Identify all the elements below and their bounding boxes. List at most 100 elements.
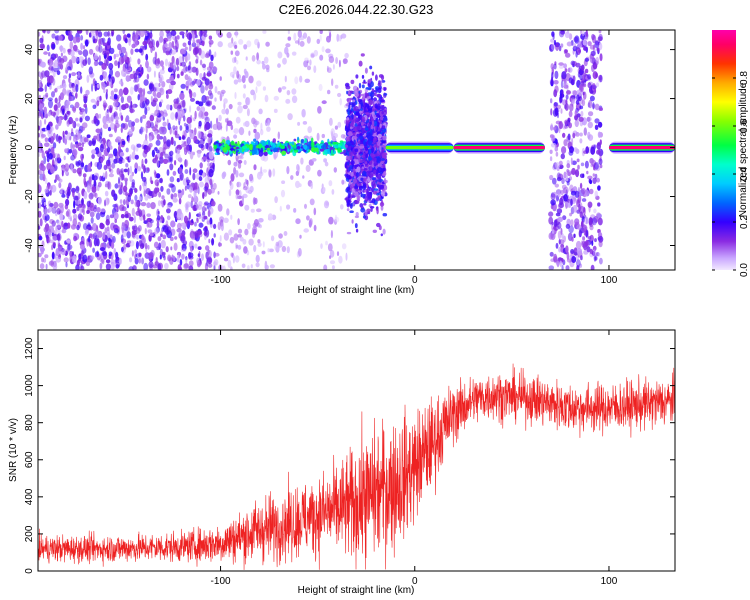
spectrogram-cell	[71, 255, 77, 263]
spectrogram-cell	[186, 53, 191, 61]
spectrogram-carrier	[609, 146, 675, 150]
spectrogram-cell	[176, 35, 180, 40]
spectrogram-cell	[381, 140, 386, 144]
spectrogram-cell	[123, 243, 127, 250]
spectrogram-cell	[226, 31, 232, 39]
spectrogram-cell	[178, 198, 182, 205]
spectrogram-cell	[148, 83, 153, 90]
spectrogram-cell	[321, 46, 325, 53]
spectrogram-cell	[558, 62, 564, 66]
spectrogram-cell	[345, 85, 351, 90]
spectrogram-cell	[351, 107, 354, 112]
spectrogram-cell	[198, 176, 203, 182]
spectrogram-cell	[576, 224, 582, 230]
spectrogram-cell	[128, 128, 133, 135]
spectrogram-cell	[158, 242, 162, 250]
spectrogram-cell	[561, 184, 567, 190]
spectrogram-cell	[252, 226, 258, 234]
spectrogram-cell	[571, 256, 575, 263]
spectrogram-x-tick-label: 100	[601, 275, 618, 286]
spectrogram-cell	[89, 211, 95, 218]
spectrogram-cell	[281, 180, 286, 184]
spectrogram-cell	[571, 236, 574, 242]
spectrogram-cell	[554, 107, 559, 116]
spectrogram-cell	[195, 67, 199, 77]
spectrogram-cell	[230, 124, 234, 131]
spectrogram-cell	[297, 136, 300, 141]
spectrogram-cell	[174, 211, 177, 219]
spectrogram-cell	[550, 98, 553, 104]
spectrogram-cell	[82, 254, 88, 263]
spectrogram-cell	[52, 78, 56, 86]
spectrogram-cell	[354, 223, 358, 229]
spectrogram-cell	[71, 72, 77, 77]
spectrogram-cell	[113, 88, 118, 93]
spectrogram-cell	[371, 181, 376, 187]
spectrogram-cell	[570, 198, 573, 206]
spectrogram-cell	[100, 259, 104, 263]
spectrogram-cell	[284, 75, 287, 83]
spectrogram-cell	[158, 71, 161, 79]
spectrogram-cell	[182, 99, 186, 109]
spectrogram-cell	[586, 116, 592, 122]
spectrogram-cell	[265, 41, 270, 47]
spectrogram-cell	[188, 252, 194, 258]
spectrogram-cell	[347, 131, 353, 136]
spectrogram-cell	[360, 193, 366, 198]
spectrogram-cell	[560, 43, 564, 48]
spectrogram-cell	[102, 50, 107, 56]
spectrogram-cell	[255, 262, 260, 268]
spectrogram-cell	[217, 191, 220, 195]
spectrogram-cell	[64, 163, 70, 172]
spectrogram-cell	[561, 71, 567, 80]
spectrogram-cell	[44, 111, 48, 119]
spectrogram-cell	[176, 65, 180, 72]
spectrogram-cell	[91, 83, 94, 92]
spectrogram-cell	[84, 39, 89, 47]
spectrogram-cell	[295, 180, 300, 189]
spectrogram-cell	[227, 159, 232, 166]
spectrogram-cell	[68, 73, 72, 79]
spectrogram-cell	[213, 261, 217, 266]
spectrogram-cell	[321, 100, 327, 105]
spectrogram-cell	[318, 83, 323, 92]
spectrogram-cell	[115, 251, 119, 259]
spectrogram-cell	[91, 186, 97, 193]
spectrogram-cell	[134, 154, 139, 160]
spectrogram-cell	[578, 116, 584, 122]
spectrogram-cell	[596, 177, 600, 183]
spectrogram-cell	[562, 132, 566, 138]
spectrogram-cell	[189, 81, 194, 87]
spectrogram-cell	[61, 248, 67, 256]
spectrogram-cell	[160, 152, 164, 158]
spectrogram-cell	[201, 253, 204, 261]
spectrogram-cell	[582, 39, 587, 46]
spectrogram-cell	[86, 74, 90, 83]
spectrogram-cell	[273, 95, 279, 101]
spectrogram-cell	[375, 74, 378, 81]
spectrogram-cell	[360, 177, 364, 181]
spectrogram-cell	[329, 117, 333, 126]
spectrogram-cell	[331, 78, 334, 86]
spectrogram-cell	[329, 249, 335, 258]
spectrogram-cell	[225, 123, 228, 132]
spectrogram-cell	[250, 208, 255, 213]
spectrogram-cell	[91, 149, 97, 155]
spectrogram-cell	[337, 149, 343, 153]
spectrogram-cell	[38, 58, 41, 66]
spectrogram-cell	[83, 191, 88, 200]
spectrogram-cell	[154, 94, 157, 99]
spectrogram-cell	[589, 95, 595, 102]
spectrogram-cell	[273, 147, 279, 152]
spectrogram-cell	[201, 206, 206, 213]
spectrogram-cell	[146, 213, 151, 217]
spectrogram-cell	[181, 61, 186, 67]
spectrogram-cell	[192, 172, 196, 181]
spectrogram-cell	[587, 134, 594, 141]
spectrogram-cell	[234, 50, 240, 57]
spectrogram-cell	[138, 240, 143, 247]
spectrogram-cell	[590, 50, 596, 57]
spectrogram-cell	[127, 194, 131, 202]
spectrogram-cell	[280, 189, 286, 198]
spectrogram-cell	[193, 182, 199, 191]
